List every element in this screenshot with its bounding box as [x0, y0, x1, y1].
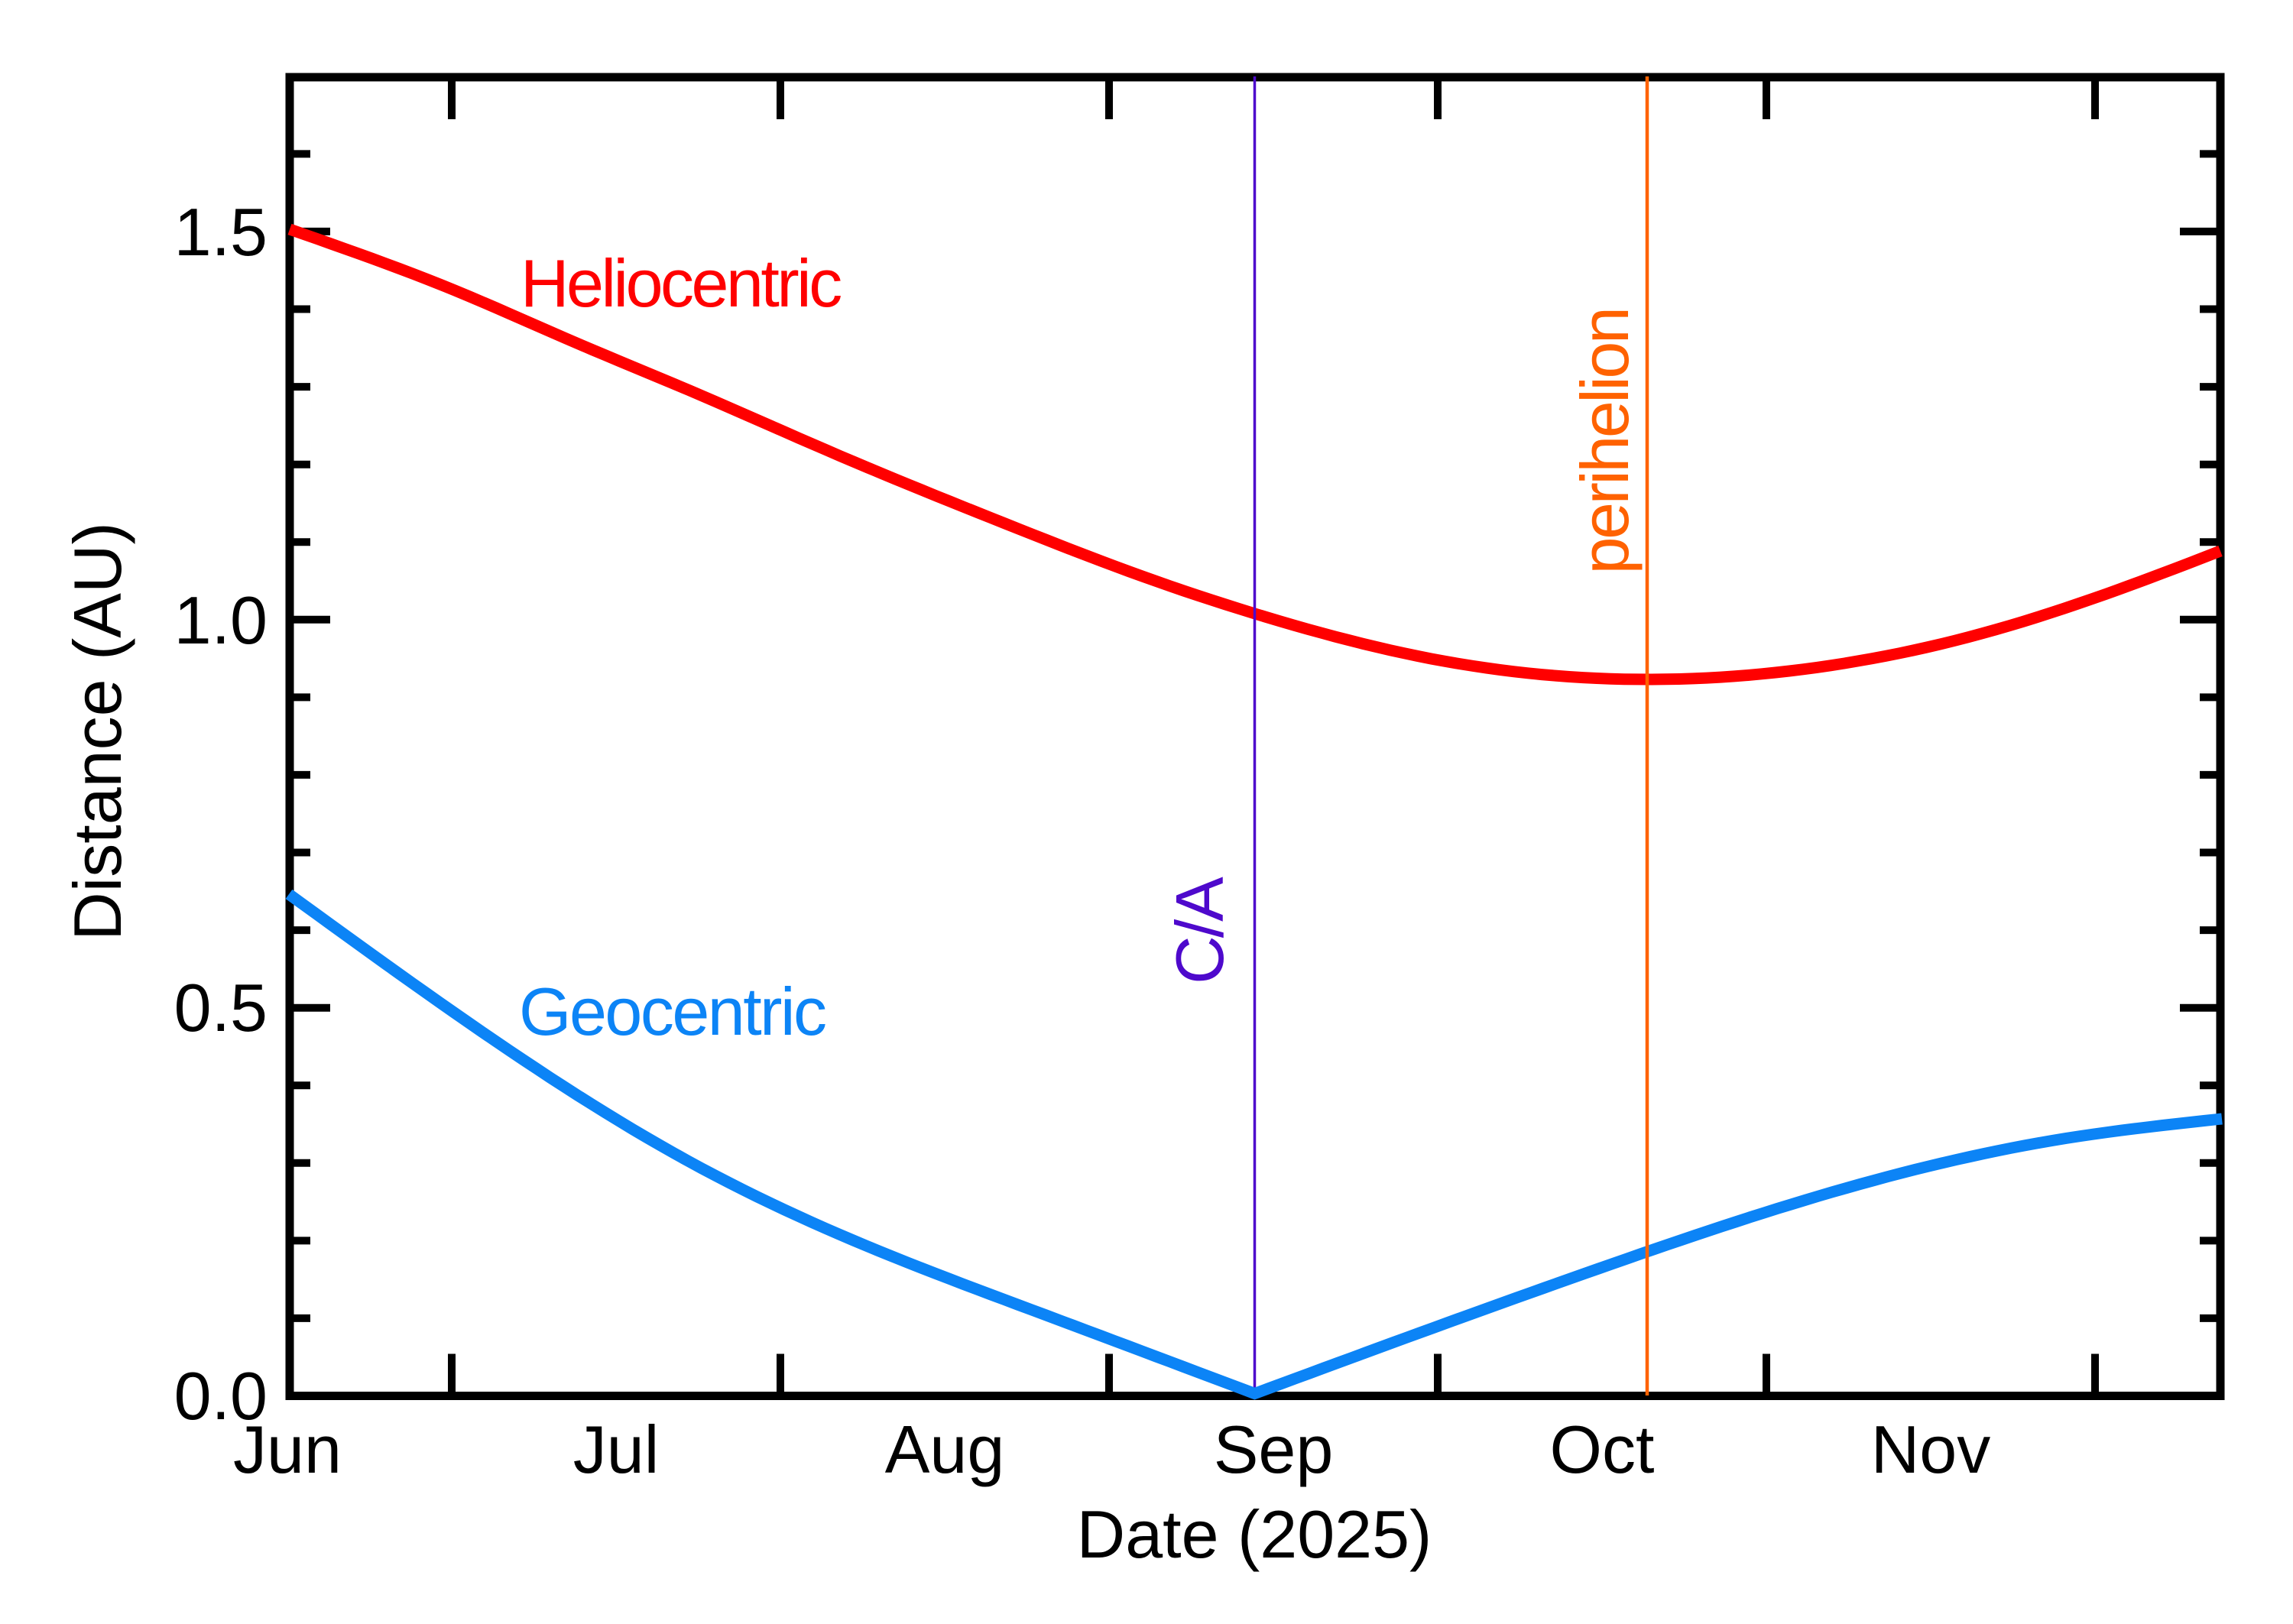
svg-text:1.0: 1.0 — [174, 582, 268, 658]
svg-text:Jun: Jun — [233, 1412, 342, 1487]
svg-text:Distance (AU): Distance (AU) — [60, 522, 135, 941]
svg-text:Sep: Sep — [1214, 1412, 1334, 1487]
svg-text:Heliocentric: Heliocentric — [521, 245, 841, 321]
svg-text:0.5: 0.5 — [174, 970, 268, 1045]
svg-text:Jul: Jul — [573, 1412, 660, 1487]
svg-text:Oct: Oct — [1550, 1412, 1655, 1487]
svg-text:C/A: C/A — [1162, 877, 1237, 984]
svg-text:Aug: Aug — [885, 1412, 1005, 1487]
svg-text:Date (2025): Date (2025) — [1077, 1496, 1432, 1572]
svg-text:Geocentric: Geocentric — [519, 974, 825, 1049]
svg-text:1.5: 1.5 — [174, 194, 268, 270]
svg-text:Nov: Nov — [1871, 1412, 1991, 1487]
svg-text:perihelion: perihelion — [1567, 310, 1643, 575]
svg-text:0.0: 0.0 — [174, 1358, 268, 1434]
